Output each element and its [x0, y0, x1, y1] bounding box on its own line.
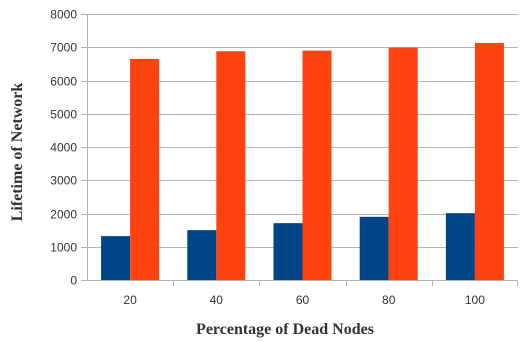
bar-series1-20 [101, 236, 131, 280]
y-tick-label: 4000 [50, 141, 77, 155]
bar-series1-100 [445, 213, 475, 280]
y-tick-labels: 0 1000 2000 3000 4000 5000 6000 7000 8000 [50, 8, 77, 288]
x-tick-label: 20 [123, 293, 137, 307]
y-tick-label: 8000 [50, 8, 77, 22]
bar-series2-60 [302, 50, 332, 281]
y-tick-label: 6000 [50, 75, 77, 89]
bars [101, 42, 504, 281]
x-tick-labels: 20 40 60 80 100 [123, 293, 485, 307]
bar-series1-60 [273, 223, 303, 280]
bar-series2-40 [216, 51, 246, 280]
x-axis-title: Percentage of Dead Nodes [196, 321, 374, 338]
x-tick-label: 80 [382, 293, 396, 307]
x-tick-label: 60 [296, 293, 310, 307]
y-tick-label: 0 [70, 274, 77, 288]
x-tick-label: 100 [465, 293, 485, 307]
y-tick-label: 7000 [50, 41, 77, 55]
y-tick-label: 2000 [50, 208, 77, 222]
y-tick-label: 3000 [50, 174, 77, 188]
bar-series2-80 [388, 47, 418, 280]
y-tick-label: 5000 [50, 108, 77, 122]
x-tick-label: 40 [210, 293, 224, 307]
y-axis-title: Lifetime of Network [9, 83, 26, 222]
axes [81, 14, 518, 286]
bar-series2-100 [474, 42, 504, 280]
y-tick-label: 1000 [50, 241, 77, 255]
bar-series1-80 [359, 216, 389, 280]
bar-series2-20 [130, 58, 160, 281]
bar-series1-40 [187, 230, 217, 280]
